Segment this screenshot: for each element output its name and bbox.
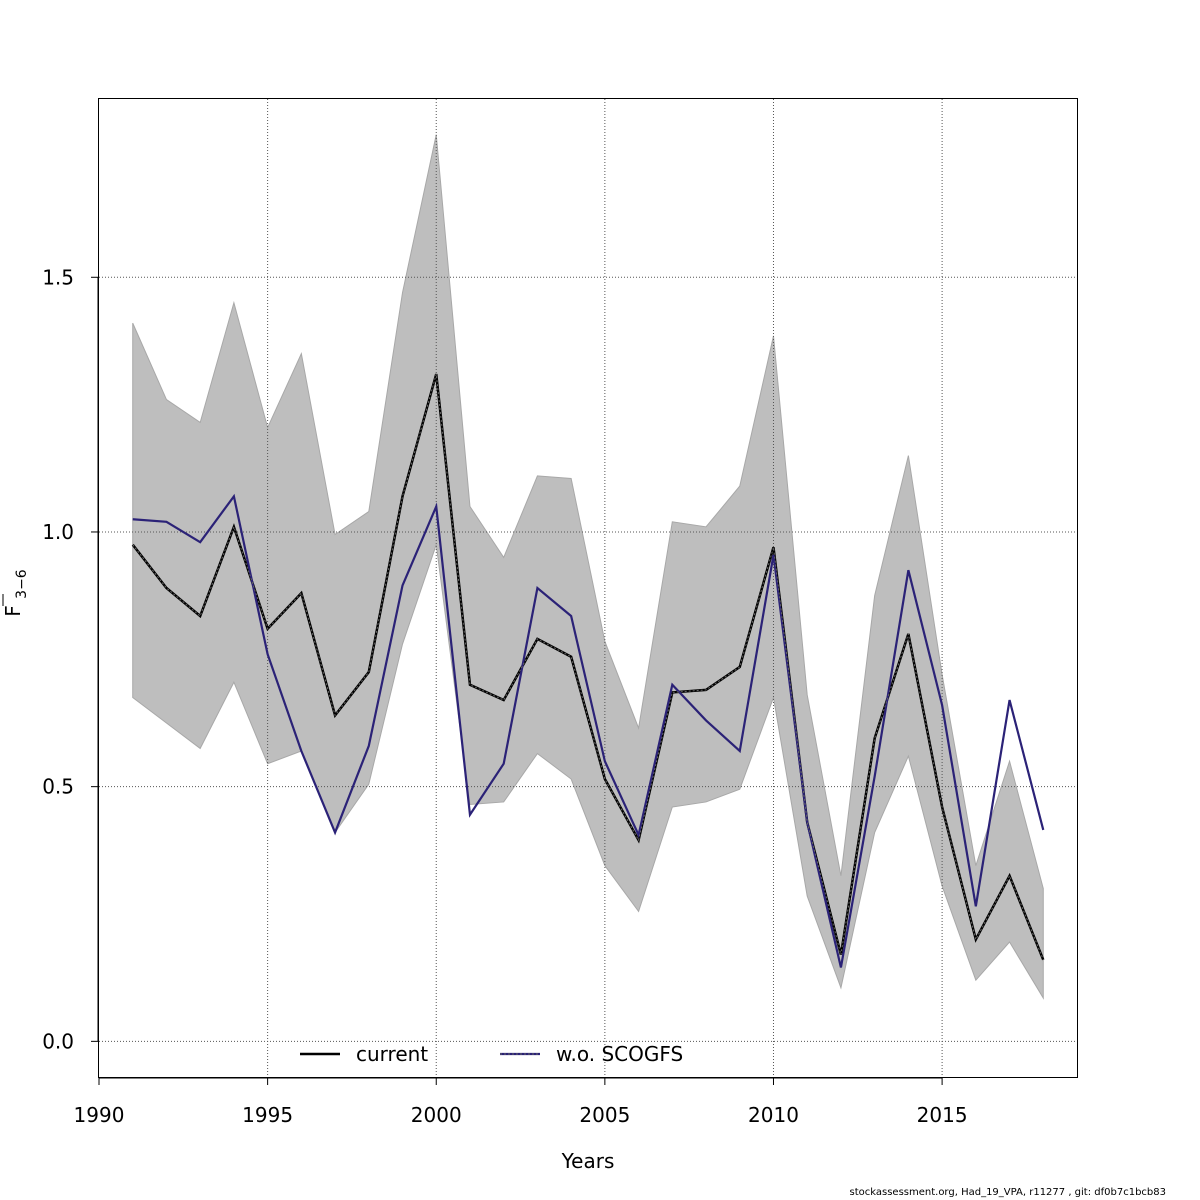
axes-layer: 1990 1995 2000 2005 2010 2015 0.0 0.5 1.0 1.5 xyxy=(42,265,967,1127)
x-axis-title: Years xyxy=(561,1149,615,1173)
svg-text:F 3−6: F 3−6 xyxy=(1,569,30,617)
y-tick-label-1.5: 1.5 xyxy=(42,265,74,289)
series-line-wo-scogfs xyxy=(132,493,1045,968)
confidence-band xyxy=(132,134,1044,1000)
legend-label-current: current xyxy=(356,1042,428,1066)
y-tick-label-0.0: 0.0 xyxy=(42,1029,74,1053)
y-axis-title: F 3−6 xyxy=(1,569,30,617)
x-tick-label-2005: 2005 xyxy=(579,1103,630,1127)
x-tick-label-1995: 1995 xyxy=(242,1103,293,1127)
x-tick-label-2000: 2000 xyxy=(411,1103,462,1127)
x-tick-label-2010: 2010 xyxy=(748,1103,799,1127)
y-axis-title-main: F xyxy=(1,605,25,617)
legend-label-wo-scogfs: w.o. SCOGFS xyxy=(556,1042,683,1066)
y-tick-label-0.5: 0.5 xyxy=(42,775,74,799)
grid-layer xyxy=(99,99,1077,1077)
x-tick-label-1990: 1990 xyxy=(74,1103,125,1127)
series-layer xyxy=(131,373,1045,968)
x-tick-label-2015: 2015 xyxy=(917,1103,968,1127)
y-tick-label-1.0: 1.0 xyxy=(42,520,74,544)
footer-caption: stockassessment.org, Had_19_VPA, r11277 … xyxy=(849,1187,1167,1198)
y-axis-title-subscript: 3−6 xyxy=(14,569,30,599)
legend: current w.o. SCOGFS xyxy=(300,1042,683,1066)
confidence-band-layer xyxy=(132,134,1044,1000)
series-line-current-dashes xyxy=(132,373,1044,961)
